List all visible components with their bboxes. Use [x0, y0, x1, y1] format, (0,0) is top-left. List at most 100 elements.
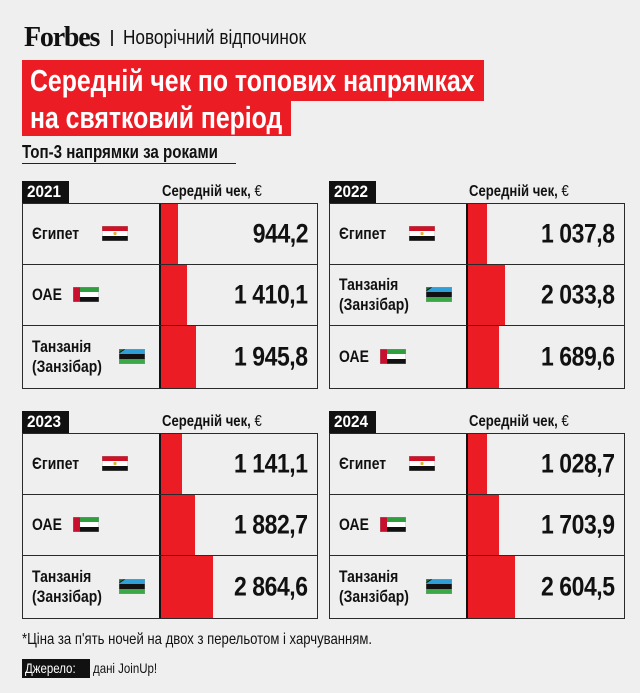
destination-name-line1: Танзанія: [32, 337, 92, 356]
value-cell: 1 689,6: [468, 326, 624, 388]
value-text: 1 703,9: [541, 509, 615, 540]
zanzibar-flag-icon: [425, 578, 453, 595]
table-row: ОАЕ 1 882,7: [23, 495, 317, 556]
panel-2023: 2023 Середній чек, € Єгипет 1 141,1 ОАЕ 1 882…: [22, 406, 318, 619]
year-text: 2024: [334, 412, 369, 431]
source: Джерело: дані JoinUp!: [22, 659, 171, 678]
currency-symbol: €: [561, 413, 569, 430]
source-label-text: Джерело:: [25, 660, 76, 676]
value-text: 1 028,7: [541, 448, 615, 479]
column-header: Середній чек, €: [469, 182, 569, 202]
table-row: Танзанія (Занзібар) 2 604,5: [330, 556, 624, 618]
egypt-flag-icon: [101, 225, 129, 242]
value-text: 1 141,1: [234, 448, 308, 479]
panel-header: 2024 Середній чек, €: [329, 406, 625, 433]
destination-name: Танзанія (Занзібар): [32, 337, 106, 377]
destination-name: Єгипет: [32, 224, 80, 243]
destination-cell: Єгипет: [330, 204, 468, 264]
value-text: 1 410,1: [234, 279, 308, 310]
value-cell: 1 410,1: [161, 265, 317, 325]
destination-name: Танзанія (Занзібар): [339, 275, 413, 315]
table-row: Єгипет 944,2: [23, 204, 317, 265]
destination-cell: ОАЕ: [330, 495, 468, 555]
destination-name-line1: Танзанія: [339, 567, 399, 586]
currency-symbol: €: [254, 413, 262, 430]
value-cell: 2 033,8: [468, 265, 624, 325]
footnote: *Ціна за п'ять ночей на двох з перельото…: [22, 631, 373, 648]
panel-2022: 2022 Середній чек, € Єгипет 1 037,8 Танзанія…: [329, 176, 625, 389]
value-bar: [161, 326, 196, 388]
panel-table: Єгипет 1 028,7 ОАЕ 1 703,9 Танзанія (Занзібар…: [329, 433, 625, 619]
destination-name-line1: Танзанія: [32, 567, 92, 586]
zanzibar-flag-icon: [425, 286, 453, 303]
panel-2024: 2024 Середній чек, € Єгипет 1 028,7 ОАЕ 1 703…: [329, 406, 625, 619]
destination-cell: Єгипет: [23, 204, 161, 264]
currency-symbol: €: [254, 183, 262, 200]
destination-name: Єгипет: [339, 224, 387, 243]
column-header-text: Середній чек,: [469, 413, 562, 430]
year-text: 2021: [27, 182, 62, 201]
value-cell: 1 945,8: [161, 326, 317, 388]
destination-name: ОАЕ: [339, 515, 369, 534]
subtitle-text: Топ-3 напрямки за роками: [22, 142, 218, 162]
header-divider: [111, 30, 113, 46]
uae-flag-icon: [72, 286, 100, 303]
table-row: Танзанія (Занзібар) 2 033,8: [330, 265, 624, 326]
value-cell: 1 037,8: [468, 204, 624, 264]
value-bar: [161, 265, 187, 325]
year-text: 2022: [334, 182, 369, 201]
egypt-flag-icon: [101, 455, 129, 472]
destination-name: Єгипет: [339, 454, 387, 473]
column-header: Середній чек, €: [469, 412, 569, 432]
zanzibar-flag-icon: [118, 578, 146, 595]
value-cell: 1 028,7: [468, 434, 624, 494]
destination-name: ОАЕ: [32, 515, 62, 534]
year-badge: 2023: [22, 411, 69, 433]
destination-cell: ОАЕ: [23, 495, 161, 555]
column-header: Середній чек, €: [162, 412, 262, 432]
table-row: Танзанія (Занзібар) 1 945,8: [23, 326, 317, 388]
value-bar: [161, 434, 182, 494]
table-row: Єгипет 1 037,8: [330, 204, 624, 265]
value-bar: [468, 556, 515, 618]
destination-cell: Танзанія (Занзібар): [330, 556, 468, 618]
header: Forbes Новорічний відпочинок: [24, 22, 336, 53]
value-cell: 1 703,9: [468, 495, 624, 555]
title-text-2: на святковий період: [30, 100, 283, 135]
destination-name-line2: (Занзібар): [32, 357, 102, 376]
value-cell: 2 864,6: [161, 556, 317, 618]
year-badge: 2022: [329, 181, 376, 203]
value-text: 944,2: [252, 218, 309, 249]
uae-flag-icon: [379, 516, 407, 533]
destination-name: Танзанія (Занзібар): [32, 567, 106, 607]
value-bar: [468, 434, 487, 494]
currency-symbol: €: [561, 183, 569, 200]
destination-cell: Танзанія (Занзібар): [23, 326, 161, 388]
table-row: ОАЕ 1 703,9: [330, 495, 624, 556]
panel-header: 2023 Середній чек, €: [22, 406, 318, 433]
panel-2021: 2021 Середній чек, € Єгипет 944,2 ОАЕ 1 410,1…: [22, 176, 318, 389]
panel-table: Єгипет 1 037,8 Танзанія (Занзібар) 2 033,8 ОА…: [329, 203, 625, 389]
destination-name: Єгипет: [32, 454, 80, 473]
panel-header: 2022 Середній чек, €: [329, 176, 625, 203]
value-text: 1 689,6: [541, 341, 615, 372]
panel-header: 2021 Середній чек, €: [22, 176, 318, 203]
destination-cell: ОАЕ: [23, 265, 161, 325]
destination-cell: Танзанія (Занзібар): [330, 265, 468, 325]
year-badge: 2024: [329, 411, 376, 433]
value-text: 1 945,8: [234, 341, 308, 372]
table-row: Танзанія (Занзібар) 2 864,6: [23, 556, 317, 618]
column-header-text: Середній чек,: [162, 413, 255, 430]
title-line-1: Середній чек по топових напрямках: [22, 60, 484, 101]
destination-name: Танзанія (Занзібар): [339, 567, 413, 607]
table-row: ОАЕ 1 410,1: [23, 265, 317, 326]
destination-name-line2: (Занзібар): [339, 295, 409, 314]
destination-name-line2: (Занзібар): [339, 587, 409, 606]
egypt-flag-icon: [408, 455, 436, 472]
egypt-flag-icon: [408, 225, 436, 242]
source-label: Джерело:: [22, 659, 90, 678]
panel-table: Єгипет 944,2 ОАЕ 1 410,1 Танзанія (Занзібар) 1…: [22, 203, 318, 389]
destination-name-line1: Танзанія: [339, 275, 399, 294]
value-bar: [468, 326, 499, 388]
table-row: Єгипет 1 028,7: [330, 434, 624, 495]
